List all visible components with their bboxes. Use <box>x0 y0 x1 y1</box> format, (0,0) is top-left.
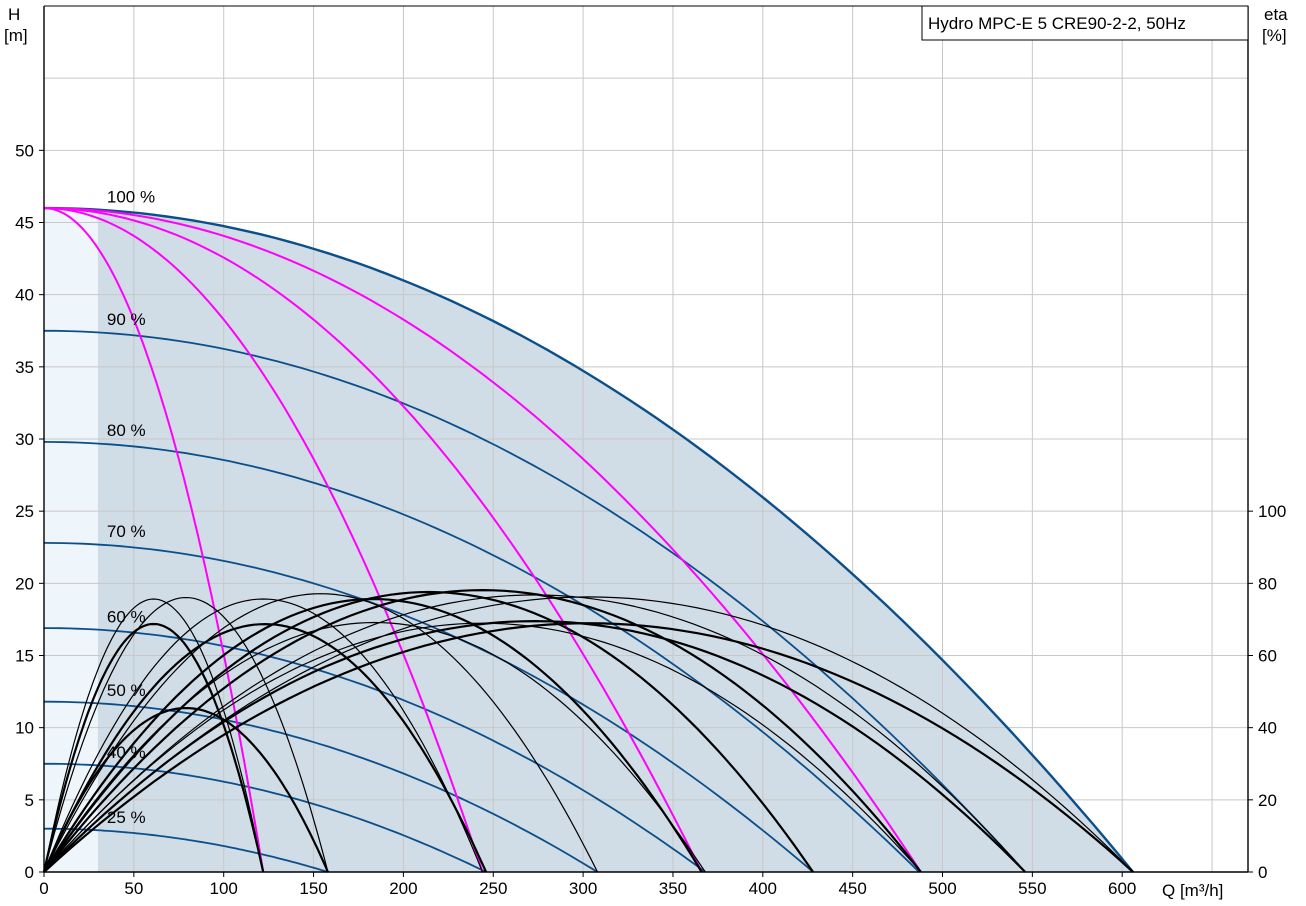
efficiency-curve <box>43 594 1026 873</box>
speed-curve <box>44 762 487 873</box>
efficiency-curve <box>43 622 1134 873</box>
y-right-label-line-2: [%] <box>1262 26 1287 45</box>
x-tick-label: 50 <box>124 879 143 898</box>
efficiency-curve <box>43 593 599 873</box>
title-box-frame <box>921 5 1249 41</box>
efficiency-curves <box>42 588 1134 873</box>
y-left-tick-label: 20 <box>15 574 34 593</box>
x-tick-label: 0 <box>39 879 48 898</box>
efficiency-curve <box>43 596 1134 873</box>
y-right-tick-label: 60 <box>1258 647 1277 666</box>
y-left-tick-label: 35 <box>15 358 34 377</box>
pump-count-curve <box>43 207 922 873</box>
y-left-tick-label: 5 <box>25 791 34 810</box>
x-tick-label: 300 <box>569 879 597 898</box>
y-right-tick-label: 80 <box>1258 574 1277 593</box>
y-right-tick-label: 20 <box>1258 791 1277 810</box>
efficiency-curve <box>43 590 815 873</box>
x-tick-label: 200 <box>389 879 417 898</box>
y-right-tick-label: 0 <box>1258 863 1267 882</box>
operating-areas <box>44 208 1133 873</box>
x-tick-label: 600 <box>1108 879 1136 898</box>
pump-count-curve <box>43 207 703 873</box>
speed-labels: 100 % 90 % 80 % 70 % 60 % 50 % 40 % 25 % <box>107 187 155 827</box>
speed-curve-label: 100 % <box>107 187 155 206</box>
speed-curve <box>44 329 1026 873</box>
efficiency-curve <box>43 598 484 873</box>
speed-curve <box>43 206 1134 873</box>
y-left-label-line-2: [m] <box>4 26 28 45</box>
speed-curves <box>43 206 1134 873</box>
efficiency-curve <box>43 596 329 873</box>
x-tick-label: 150 <box>299 879 327 898</box>
y-left-tick-label: 15 <box>15 647 34 666</box>
speed-curve <box>44 627 706 873</box>
tick-labels: 0 50 100 150 200 250 300 350 400 450 500 550 6000510… <box>15 141 1286 898</box>
y-left-tick-label: 50 <box>15 141 34 160</box>
y-left-tick-label: 25 <box>15 502 34 521</box>
y-left-tick-label: 30 <box>15 430 34 449</box>
speed-curve-label: 80 % <box>107 421 146 440</box>
y-left-tick-label: 10 <box>15 719 34 738</box>
efficiency-curve <box>43 588 922 873</box>
speed-curve <box>43 441 920 873</box>
y-right-tick-label: 40 <box>1258 719 1277 738</box>
x-tick-label: 450 <box>838 879 866 898</box>
pump-count-curves <box>43 207 922 873</box>
speed-curve <box>44 700 598 873</box>
speed-curve-label: 60 % <box>107 607 146 626</box>
y-left-tick-label: 45 <box>15 214 34 233</box>
y-right-label-line-1: eta <box>1264 5 1288 24</box>
speed-curve <box>43 542 814 873</box>
speed-curve-label: 25 % <box>107 808 146 827</box>
x-tick-label: 550 <box>1018 879 1046 898</box>
chart-title: Hydro MPC-E 5 CRE90-2-2, 50Hz <box>928 14 1186 33</box>
y-left-label-line-1: H <box>8 5 20 24</box>
speed-curve-label: 50 % <box>107 681 146 700</box>
area-dark <box>97 209 1133 872</box>
x-axis-label: Q [m³/h] <box>1162 881 1223 900</box>
y-right-tick-label: 100 <box>1258 502 1286 521</box>
chart-title-box: Hydro MPC-E 5 CRE90-2-2, 50Hz <box>921 5 1249 41</box>
x-tick-label: 350 <box>659 879 687 898</box>
pump-count-curve <box>43 207 484 873</box>
y-left-tick-label: 0 <box>25 863 34 882</box>
efficiency-curve <box>43 619 1026 873</box>
efficiency-curve <box>42 706 329 873</box>
x-tick-label: 250 <box>479 879 507 898</box>
speed-curve-label: 90 % <box>107 310 146 329</box>
speed-curve-label: 70 % <box>107 522 146 541</box>
y-left-tick-label: 40 <box>15 286 34 305</box>
axis-label-right: eta [%] <box>1262 5 1288 45</box>
x-tick-label: 100 <box>210 879 238 898</box>
x-tick-label: 400 <box>749 879 777 898</box>
x-tick-label: 500 <box>928 879 956 898</box>
axis-label-left: H [m] <box>4 5 28 45</box>
speed-curve-label: 40 % <box>107 743 146 762</box>
efficiency-curve <box>42 622 488 873</box>
